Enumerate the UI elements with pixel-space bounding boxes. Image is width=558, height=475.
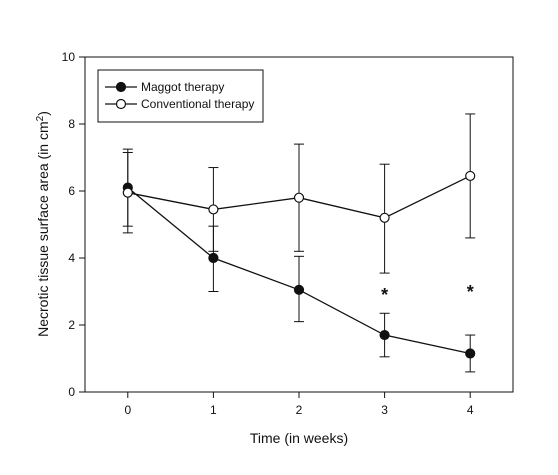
y-tick-label: 10	[62, 50, 76, 64]
data-point-maggot-therapy	[208, 252, 219, 264]
y-axis-title-main: Necrotic tissue surface area (in cm	[35, 121, 51, 337]
y-tick-label: 8	[68, 117, 75, 131]
legend-label-maggot-therapy: Maggot therapy	[141, 80, 224, 94]
data-point-maggot-therapy	[293, 284, 305, 295]
legend: Maggot therapy Conventional therapy	[97, 69, 264, 123]
x-axis-title: Time (in weeks)	[250, 430, 348, 446]
y-tick-label: 2	[68, 318, 75, 332]
legend-label-conventional-therapy: Conventional therapy	[141, 97, 254, 111]
y-axis-title: Necrotic tissue surface area (in cm2)	[35, 111, 51, 337]
data-point-conventional-therapy	[293, 192, 305, 203]
data-point-conventional-therapy	[208, 204, 219, 215]
y-axis: 0 2 4 6 8 10	[62, 50, 85, 399]
x-axis: 0 1 2 3 4	[124, 392, 474, 417]
y-tick-label: 4	[68, 251, 75, 265]
y-tick-label: 6	[68, 184, 75, 198]
x-tick-label: 4	[467, 403, 474, 417]
x-tick-label: 3	[381, 403, 388, 417]
x-tick-label: 1	[210, 403, 217, 417]
legend-box	[97, 69, 264, 123]
x-tick-label: 0	[124, 403, 131, 417]
significance-asterisk: *	[467, 282, 474, 302]
significance-asterisk: *	[381, 285, 388, 305]
data-point-conventional-therapy	[379, 212, 390, 223]
data-point-conventional-therapy	[122, 187, 133, 198]
legend-marker-maggot-therapy	[115, 81, 127, 93]
y-axis-title-suffix: )	[35, 111, 51, 116]
legend-marker-conventional-therapy	[115, 98, 127, 110]
data-point-conventional-therapy	[465, 170, 476, 182]
series-layer	[122, 113, 476, 373]
series-conventional-therapy	[122, 113, 476, 274]
x-tick-label: 2	[296, 403, 303, 417]
y-tick-label: 0	[68, 385, 75, 399]
y-axis-title-superscript: 2	[35, 115, 46, 121]
data-point-maggot-therapy	[379, 329, 390, 341]
annotation-layer: * *	[381, 282, 474, 305]
data-point-maggot-therapy	[465, 348, 476, 359]
